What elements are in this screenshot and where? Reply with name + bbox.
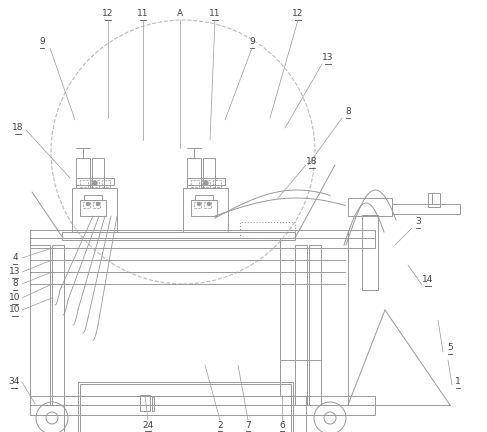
Circle shape: [204, 181, 208, 185]
Text: 11: 11: [137, 10, 149, 19]
Text: 10: 10: [9, 305, 21, 314]
Bar: [83, 202, 90, 208]
Bar: [348, 198, 392, 216]
Bar: [30, 245, 50, 405]
Circle shape: [207, 202, 211, 206]
Text: 3: 3: [415, 217, 421, 226]
Bar: [392, 204, 460, 214]
Bar: [52, 245, 64, 405]
Bar: [72, 188, 117, 232]
Text: 9: 9: [249, 38, 255, 47]
Text: 4: 4: [12, 254, 18, 263]
Bar: [80, 384, 291, 432]
Text: 1: 1: [455, 378, 461, 387]
Text: 14: 14: [422, 276, 434, 285]
Bar: [187, 158, 201, 188]
Text: A: A: [177, 10, 183, 19]
Bar: [91, 180, 99, 187]
Text: 2: 2: [217, 420, 223, 429]
Bar: [80, 200, 106, 216]
Bar: [30, 405, 375, 415]
Bar: [93, 202, 100, 208]
Text: 12: 12: [292, 10, 304, 19]
Text: 6: 6: [279, 420, 285, 429]
Bar: [62, 232, 295, 240]
Bar: [202, 180, 210, 187]
Bar: [187, 178, 225, 185]
Text: 8: 8: [12, 280, 18, 289]
Circle shape: [86, 202, 90, 206]
Bar: [195, 195, 213, 200]
Bar: [30, 396, 375, 405]
Bar: [240, 222, 295, 238]
Bar: [213, 180, 221, 187]
Text: 13: 13: [9, 267, 21, 276]
Bar: [84, 195, 102, 200]
Bar: [194, 202, 201, 208]
Bar: [80, 180, 88, 187]
Bar: [295, 245, 307, 405]
Text: 7: 7: [245, 420, 251, 429]
Bar: [64, 396, 306, 432]
Text: 8: 8: [345, 108, 351, 117]
Bar: [30, 230, 375, 238]
Circle shape: [96, 202, 100, 206]
Circle shape: [197, 202, 201, 206]
Bar: [102, 180, 110, 187]
Bar: [152, 397, 154, 411]
Text: 13: 13: [322, 54, 334, 63]
Bar: [183, 188, 228, 232]
Bar: [191, 200, 217, 216]
Bar: [76, 158, 90, 188]
Text: 18: 18: [306, 158, 318, 166]
Bar: [191, 180, 199, 187]
Text: 11: 11: [209, 10, 221, 19]
Text: 24: 24: [142, 420, 153, 429]
Text: 10: 10: [9, 293, 21, 302]
Text: 34: 34: [8, 378, 19, 387]
Text: 12: 12: [102, 10, 113, 19]
Text: 5: 5: [447, 343, 453, 353]
Bar: [362, 215, 378, 290]
Bar: [30, 238, 375, 248]
Bar: [428, 193, 440, 207]
Text: 9: 9: [39, 38, 45, 47]
Bar: [309, 245, 321, 405]
Bar: [204, 202, 211, 208]
Bar: [140, 395, 150, 411]
Bar: [92, 158, 104, 188]
Circle shape: [93, 181, 97, 185]
Text: 18: 18: [12, 124, 24, 133]
Bar: [203, 158, 215, 188]
Bar: [76, 178, 114, 185]
Bar: [78, 382, 293, 432]
